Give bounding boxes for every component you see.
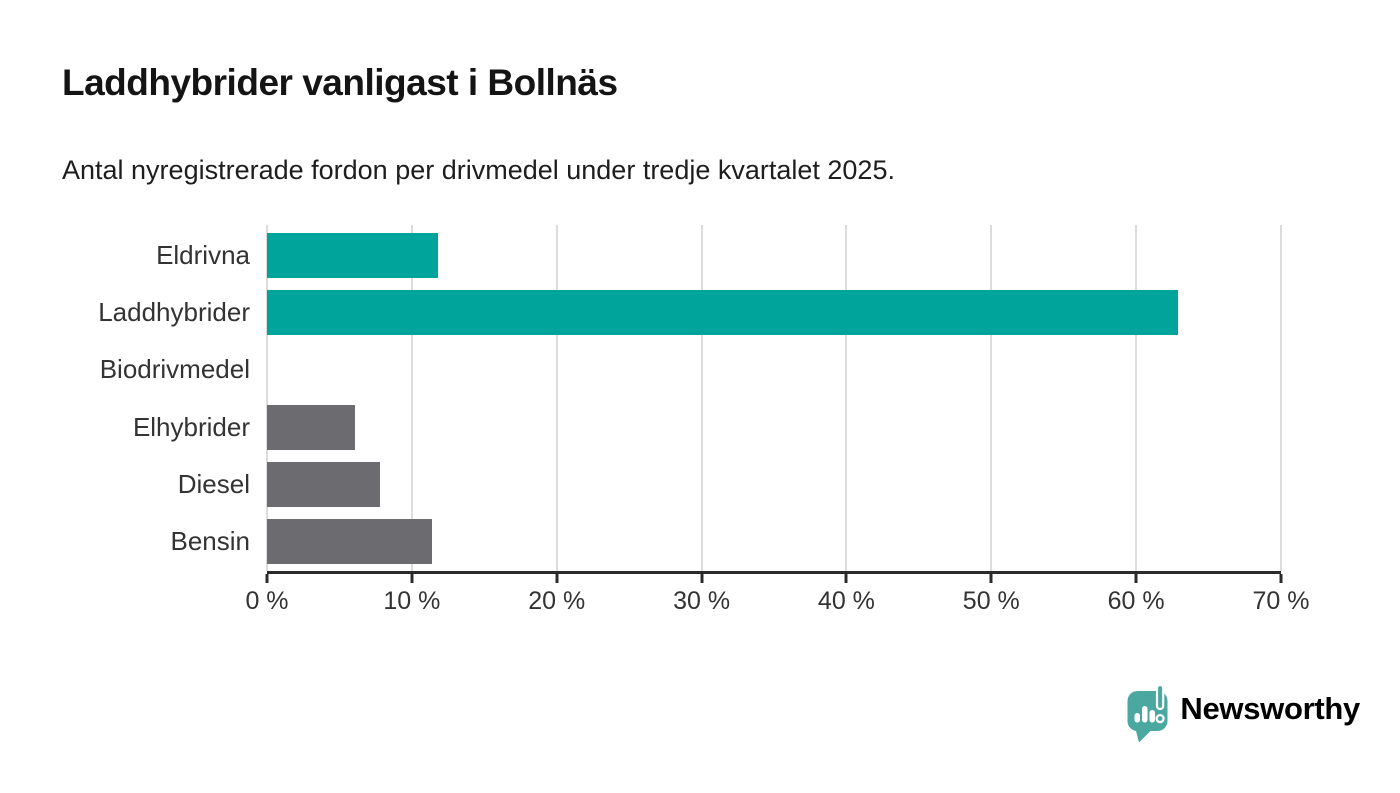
bar-row-elhybrider: Elhybrider xyxy=(133,404,1281,450)
x-axis-tick xyxy=(844,574,848,583)
x-axis-tick-label: 60 % xyxy=(1107,587,1165,615)
category-label-biodrivmedel: Biodrivmedel xyxy=(99,354,250,385)
bar-bensin xyxy=(267,519,433,564)
x-axis-tick-label: 20 % xyxy=(528,587,586,615)
gridline xyxy=(1280,225,1282,571)
bar-laddhybrider xyxy=(267,290,1179,336)
x-axis-tick-label: 10 % xyxy=(383,587,441,615)
chart-title: Laddhybrider vanligast i Bollnäs xyxy=(62,62,618,103)
newsworthy-logo-icon xyxy=(1127,683,1168,743)
x-axis-tick-label: 0 % xyxy=(245,587,289,615)
x-axis-tick-label: 30 % xyxy=(673,587,731,615)
category-label-laddhybrider: Laddhybrider xyxy=(98,297,250,328)
bar-row-biodrivmedel: Biodrivmedel xyxy=(100,347,1281,392)
bar-row-bensin: Bensin xyxy=(171,519,1281,564)
gridline xyxy=(555,225,558,571)
x-axis-tick xyxy=(265,574,269,583)
bar-eldrivna xyxy=(267,233,438,278)
x-axis-tick-label: 50 % xyxy=(962,587,1020,615)
bar-row-eldrivna: Eldrivna xyxy=(156,233,1281,278)
newsworthy-logo: Newsworthy xyxy=(1125,682,1360,743)
bar-row-diesel: Diesel xyxy=(178,461,1281,507)
bar-diesel xyxy=(267,461,380,507)
chart-subtitle: Antal nyregistrerade fordon per drivmede… xyxy=(62,155,895,185)
category-label-diesel: Diesel xyxy=(177,468,250,499)
x-axis-tick xyxy=(1134,574,1138,583)
category-label-eldrivna: Eldrivna xyxy=(156,240,250,270)
category-label-bensin: Bensin xyxy=(170,526,251,556)
x-axis-tick-label: 70 % xyxy=(1252,587,1310,615)
gridline xyxy=(410,225,413,571)
x-axis-tick xyxy=(555,574,559,583)
x-axis-tick xyxy=(700,574,704,583)
gridline xyxy=(1135,225,1138,571)
gridline xyxy=(990,225,993,571)
x-axis-tick xyxy=(1279,574,1283,583)
gridline xyxy=(700,225,703,571)
plot-area: 0 % 10 % 20 % 30 % 40 % 50 % 60 % 70 % Eldrivna L… xyxy=(98,225,1309,615)
x-axis-tick xyxy=(989,574,993,583)
x-axis-tick-label: 40 % xyxy=(817,587,875,615)
category-label-elhybrider: Elhybrider xyxy=(132,411,250,442)
gridline xyxy=(266,225,268,571)
bar-row-laddhybrider: Laddhybrider xyxy=(98,290,1281,336)
bar-elhybrider xyxy=(267,404,356,450)
gridline xyxy=(845,225,848,571)
x-axis-tick xyxy=(410,574,414,583)
newsworthy-logo-text: Newsworthy xyxy=(1180,691,1360,726)
